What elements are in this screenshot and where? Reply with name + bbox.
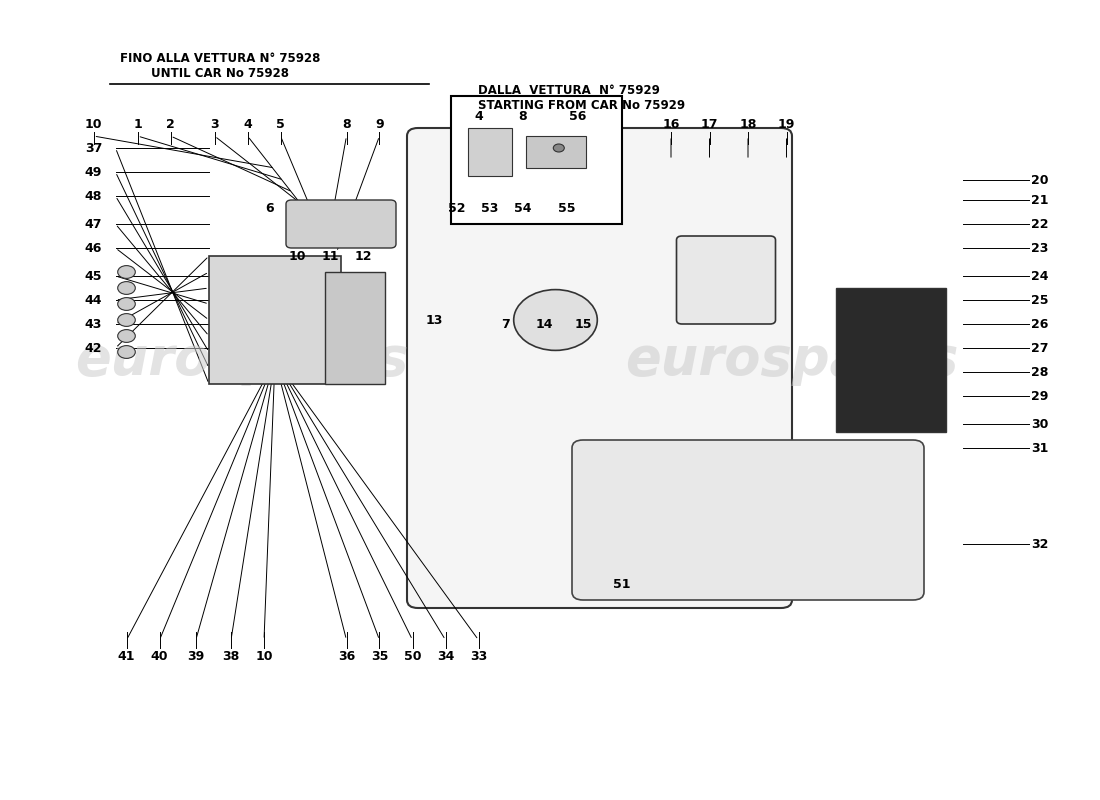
FancyBboxPatch shape (407, 128, 792, 608)
Text: 7: 7 (502, 318, 510, 330)
Text: 46: 46 (85, 242, 102, 254)
Circle shape (118, 298, 135, 310)
Text: DALLA  VETTURA  N° 75929
STARTING FROM CAR No 75929: DALLA VETTURA N° 75929 STARTING FROM CAR… (478, 84, 685, 112)
Text: 26: 26 (1031, 318, 1048, 330)
Circle shape (118, 330, 135, 342)
Text: 51: 51 (613, 578, 630, 590)
Text: 12: 12 (354, 250, 372, 262)
Bar (526, 136, 586, 168)
Text: 4: 4 (474, 110, 483, 122)
Text: 49: 49 (85, 166, 102, 178)
Text: 34: 34 (437, 650, 454, 662)
Text: FINO ALLA VETTURA N° 75928
UNTIL CAR No 75928: FINO ALLA VETTURA N° 75928 UNTIL CAR No … (120, 52, 320, 80)
Text: 21: 21 (1031, 194, 1048, 206)
Text: 36: 36 (338, 650, 355, 662)
Text: 47: 47 (85, 218, 102, 230)
Text: 31: 31 (1031, 442, 1048, 454)
Text: 54: 54 (514, 202, 531, 214)
Text: 10: 10 (288, 250, 306, 262)
Text: eurospares: eurospares (625, 334, 959, 386)
FancyBboxPatch shape (572, 440, 924, 600)
Text: 24: 24 (1031, 270, 1048, 282)
Text: 16: 16 (662, 118, 680, 130)
Text: 1: 1 (133, 118, 142, 130)
Bar (451, 96, 622, 224)
Circle shape (553, 144, 564, 152)
Text: 28: 28 (1031, 366, 1048, 378)
FancyBboxPatch shape (676, 236, 776, 324)
Text: 5: 5 (276, 118, 285, 130)
Text: 18: 18 (739, 118, 757, 130)
Text: 29: 29 (1031, 390, 1048, 402)
Text: 11: 11 (321, 250, 339, 262)
Text: 38: 38 (222, 650, 240, 662)
Text: 27: 27 (1031, 342, 1048, 354)
Text: 17: 17 (701, 118, 718, 130)
Text: 35: 35 (371, 650, 388, 662)
Text: 52: 52 (448, 202, 465, 214)
Circle shape (514, 290, 597, 350)
Text: 42: 42 (85, 342, 102, 354)
Text: 3: 3 (210, 118, 219, 130)
Text: 6: 6 (265, 202, 274, 214)
Text: 20: 20 (1031, 174, 1048, 186)
Text: 30: 30 (1031, 418, 1048, 430)
FancyBboxPatch shape (286, 200, 396, 248)
Text: 22: 22 (1031, 218, 1048, 230)
Text: 50: 50 (404, 650, 421, 662)
Text: 14: 14 (536, 318, 553, 330)
Text: 44: 44 (85, 294, 102, 306)
Text: 56: 56 (569, 110, 586, 122)
Bar (209, 256, 341, 384)
Bar (836, 288, 946, 432)
Text: 10: 10 (255, 650, 273, 662)
Text: 37: 37 (85, 142, 102, 154)
Text: 25: 25 (1031, 294, 1048, 306)
Text: 33: 33 (470, 650, 487, 662)
Text: 48: 48 (85, 190, 102, 202)
Text: 39: 39 (187, 650, 205, 662)
Text: 8: 8 (342, 118, 351, 130)
Text: eurospares: eurospares (75, 334, 409, 386)
Text: 43: 43 (85, 318, 102, 330)
Circle shape (118, 282, 135, 294)
Text: 4: 4 (243, 118, 252, 130)
Circle shape (118, 266, 135, 278)
Text: 23: 23 (1031, 242, 1048, 254)
Text: 55: 55 (558, 202, 575, 214)
Text: 45: 45 (85, 270, 102, 282)
Bar (324, 272, 385, 384)
Text: 15: 15 (574, 318, 592, 330)
Text: 8: 8 (518, 110, 527, 122)
Text: 19: 19 (778, 118, 795, 130)
Text: 10: 10 (85, 118, 102, 130)
Text: 9: 9 (375, 118, 384, 130)
Text: 32: 32 (1031, 538, 1048, 550)
Circle shape (118, 346, 135, 358)
Text: 40: 40 (151, 650, 168, 662)
Text: 2: 2 (166, 118, 175, 130)
Bar (468, 128, 512, 176)
Text: 53: 53 (481, 202, 498, 214)
Text: 41: 41 (118, 650, 135, 662)
Text: 13: 13 (426, 314, 443, 326)
Circle shape (118, 314, 135, 326)
